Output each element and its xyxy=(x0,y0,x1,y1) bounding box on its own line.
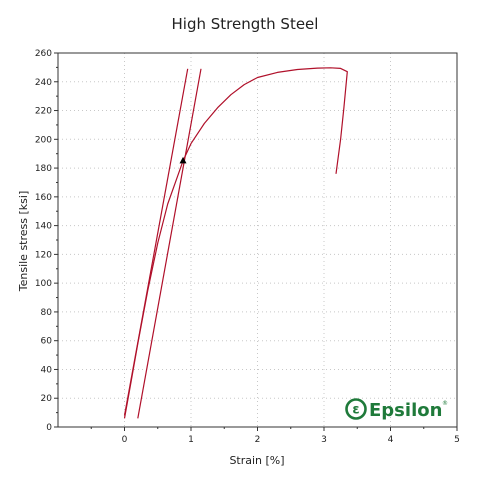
y-tick-label: 200 xyxy=(35,135,52,145)
y-tick-label: 100 xyxy=(35,279,52,289)
epsilon-logo: ɛ Epsilon ® xyxy=(345,398,448,421)
offset-line-curve xyxy=(137,68,202,419)
logo-ring xyxy=(345,398,367,420)
y-tick-label: 60 xyxy=(41,337,53,347)
plot-frame xyxy=(57,52,458,428)
y-tick-label: 40 xyxy=(41,365,53,375)
y-tick-label: 260 xyxy=(35,49,52,59)
y-tick-label: 240 xyxy=(35,78,52,88)
x-tick-label: 4 xyxy=(388,435,394,445)
axis-ticks: 0 1 2 3 4 5 0 20 40 60 80 100 120 140 160 180 200 220 240 2… xyxy=(35,49,460,445)
chart-title: High Strength Steel xyxy=(172,15,319,33)
x-tick-label: 1 xyxy=(188,435,194,445)
grid xyxy=(58,53,457,427)
plot-series xyxy=(123,67,348,419)
x-tick-label: 2 xyxy=(255,435,261,445)
y-tick-label: 140 xyxy=(35,222,52,232)
x-tick-label: 3 xyxy=(321,435,327,445)
x-tick-label: 5 xyxy=(454,435,460,445)
y-tick-label: 120 xyxy=(35,250,52,260)
logo-trademark: ® xyxy=(442,400,448,407)
y-tick-label: 220 xyxy=(35,107,52,117)
y-tick-label: 180 xyxy=(35,164,52,174)
logo-text: Epsilon xyxy=(369,400,442,421)
modulus-line-curve xyxy=(123,68,189,416)
logo-symbol: ɛ xyxy=(352,403,359,418)
y-tick-label: 0 xyxy=(46,423,52,433)
y-axis-title: Tensile stress [ksi] xyxy=(17,191,30,293)
yield-point-marker xyxy=(179,156,187,164)
y-tick-label: 20 xyxy=(41,394,53,404)
y-tick-label: 80 xyxy=(41,308,53,318)
y-tick-label: 160 xyxy=(35,193,52,203)
x-tick-label: 0 xyxy=(122,435,128,445)
x-axis-title: Strain [%] xyxy=(229,454,284,467)
stress-strain-curve xyxy=(123,67,348,419)
